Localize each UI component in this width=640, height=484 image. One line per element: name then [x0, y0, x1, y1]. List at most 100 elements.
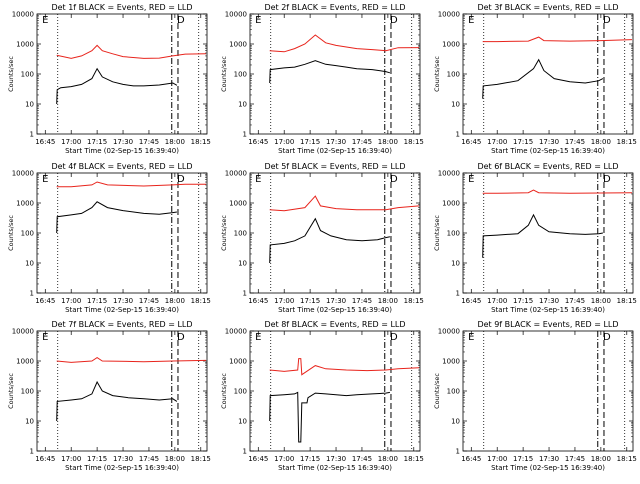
x-tick-label: 17:30 — [326, 138, 346, 146]
x-tick-label: 18:15 — [404, 297, 424, 305]
x-tick-label: 18:15 — [617, 138, 637, 146]
panel-title: Det 9f BLACK = Events, RED = LLD — [477, 320, 618, 329]
x-tick-label: 18:00 — [165, 455, 185, 463]
y-tick-label: 100 — [234, 230, 247, 238]
x-tick-label: 17:15 — [87, 297, 107, 305]
y-tick-label: 100 — [21, 71, 34, 79]
x-tick-label: 17:15 — [300, 138, 320, 146]
y-tick-label: 10000 — [438, 328, 460, 336]
y-tick-label: 1 — [243, 290, 247, 298]
y-tick-label: 1 — [243, 448, 247, 456]
marker-d: D — [390, 332, 398, 343]
y-tick-label: 10000 — [225, 328, 247, 336]
y-tick-label: 100 — [447, 388, 460, 396]
x-tick-label: 17:00 — [487, 138, 507, 146]
plot-frame — [249, 172, 421, 294]
plot-frame — [462, 172, 634, 294]
y-axis-label: Counts/sec — [220, 373, 228, 409]
x-tick-label: 17:45 — [352, 455, 372, 463]
x-tick-label: 16:45 — [35, 297, 55, 305]
plot-frame — [36, 172, 208, 294]
y-tick-label: 1 — [456, 290, 460, 298]
x-tick-label: 17:15 — [87, 138, 107, 146]
x-tick-label: 17:00 — [61, 455, 81, 463]
x-tick-label: 16:45 — [248, 297, 268, 305]
panel-title: Det 3f BLACK = Events, RED = LLD — [477, 3, 618, 12]
y-tick-label: 10000 — [438, 170, 460, 178]
y-tick-label: 1 — [243, 131, 247, 139]
y-tick-label: 10 — [451, 418, 460, 426]
y-tick-label: 100 — [234, 388, 247, 396]
x-tick-label: 17:00 — [274, 455, 294, 463]
y-tick-label: 10 — [451, 260, 460, 268]
x-tick-label: 16:45 — [461, 138, 481, 146]
events-series-line — [56, 201, 177, 234]
x-tick-label: 17:45 — [139, 138, 159, 146]
x-tick-label: 17:45 — [139, 297, 159, 305]
x-tick-label: 17:30 — [113, 138, 133, 146]
y-tick-label: 10000 — [12, 328, 34, 336]
marker-d: D — [603, 332, 611, 343]
events-series-line — [56, 380, 178, 422]
events-series-line — [482, 58, 604, 99]
y-tick-label: 10 — [25, 418, 34, 426]
detector-panel: Det 4f BLACK = Events, RED = LLD Counts/s… — [7, 162, 211, 314]
events-series-line — [269, 60, 391, 84]
x-tick-label: 17:45 — [565, 455, 585, 463]
x-axis-label: Start Time (02-Sep-15 16:39:40) — [65, 464, 179, 472]
y-tick-label: 100 — [21, 230, 34, 238]
y-tick-label: 10000 — [12, 11, 34, 19]
x-tick-label: 17:00 — [61, 297, 81, 305]
x-tick-label: 17:30 — [539, 138, 559, 146]
marker-e: E — [468, 174, 474, 185]
x-tick-label: 16:45 — [248, 455, 268, 463]
detector-panel: Det 6f BLACK = Events, RED = LLD Counts/s… — [433, 162, 637, 314]
marker-e: E — [42, 174, 48, 185]
y-tick-label: 10 — [25, 101, 34, 109]
x-tick-label: 17:15 — [300, 297, 320, 305]
x-tick-label: 17:30 — [113, 297, 133, 305]
panel-title: Det 4f BLACK = Events, RED = LLD — [51, 162, 192, 171]
detector-panel: Det 1f BLACK = Events, RED = LLD Counts/s… — [7, 3, 211, 155]
y-tick-label: 1 — [456, 131, 460, 139]
y-tick-label: 10 — [25, 260, 34, 268]
y-tick-label: 10 — [238, 260, 247, 268]
y-tick-label: 10 — [238, 418, 247, 426]
x-tick-label: 17:15 — [87, 455, 107, 463]
y-tick-label: 1000 — [16, 200, 34, 208]
lld-series-line — [482, 189, 633, 194]
marker-d: D — [603, 174, 611, 185]
panel-title: Det 8f BLACK = Events, RED = LLD — [264, 320, 405, 329]
panel-title: Det 1f BLACK = Events, RED = LLD — [51, 3, 192, 12]
y-tick-label: 1000 — [16, 41, 34, 49]
marker-e: E — [468, 15, 474, 26]
x-axis-label: Start Time (02-Sep-15 16:39:40) — [278, 464, 392, 472]
y-axis-label: Counts/sec — [433, 373, 441, 409]
y-tick-label: 1000 — [442, 358, 460, 366]
lld-series-line — [269, 34, 420, 53]
events-series-line — [56, 67, 178, 105]
detector-panel: Det 2f BLACK = Events, RED = LLD Counts/s… — [220, 3, 424, 155]
lld-series-line — [56, 357, 207, 363]
x-tick-label: 18:15 — [191, 455, 211, 463]
y-tick-label: 10000 — [438, 11, 460, 19]
x-tick-label: 16:45 — [461, 297, 481, 305]
y-axis-label: Counts/sec — [433, 215, 441, 251]
y-tick-label: 1000 — [442, 41, 460, 49]
y-tick-label: 100 — [21, 388, 34, 396]
x-tick-label: 18:00 — [591, 455, 611, 463]
y-tick-label: 10000 — [225, 11, 247, 19]
y-tick-label: 1000 — [229, 358, 247, 366]
detector-panel: Det 7f BLACK = Events, RED = LLD Counts/s… — [7, 320, 211, 472]
marker-d: D — [603, 15, 611, 26]
y-tick-label: 100 — [234, 71, 247, 79]
x-tick-label: 18:15 — [404, 138, 424, 146]
x-tick-label: 18:15 — [617, 455, 637, 463]
marker-e: E — [255, 15, 261, 26]
y-tick-label: 100 — [447, 230, 460, 238]
plot-frame — [249, 330, 421, 452]
x-tick-label: 16:45 — [248, 138, 268, 146]
y-tick-label: 1000 — [442, 200, 460, 208]
x-tick-label: 17:15 — [513, 455, 533, 463]
